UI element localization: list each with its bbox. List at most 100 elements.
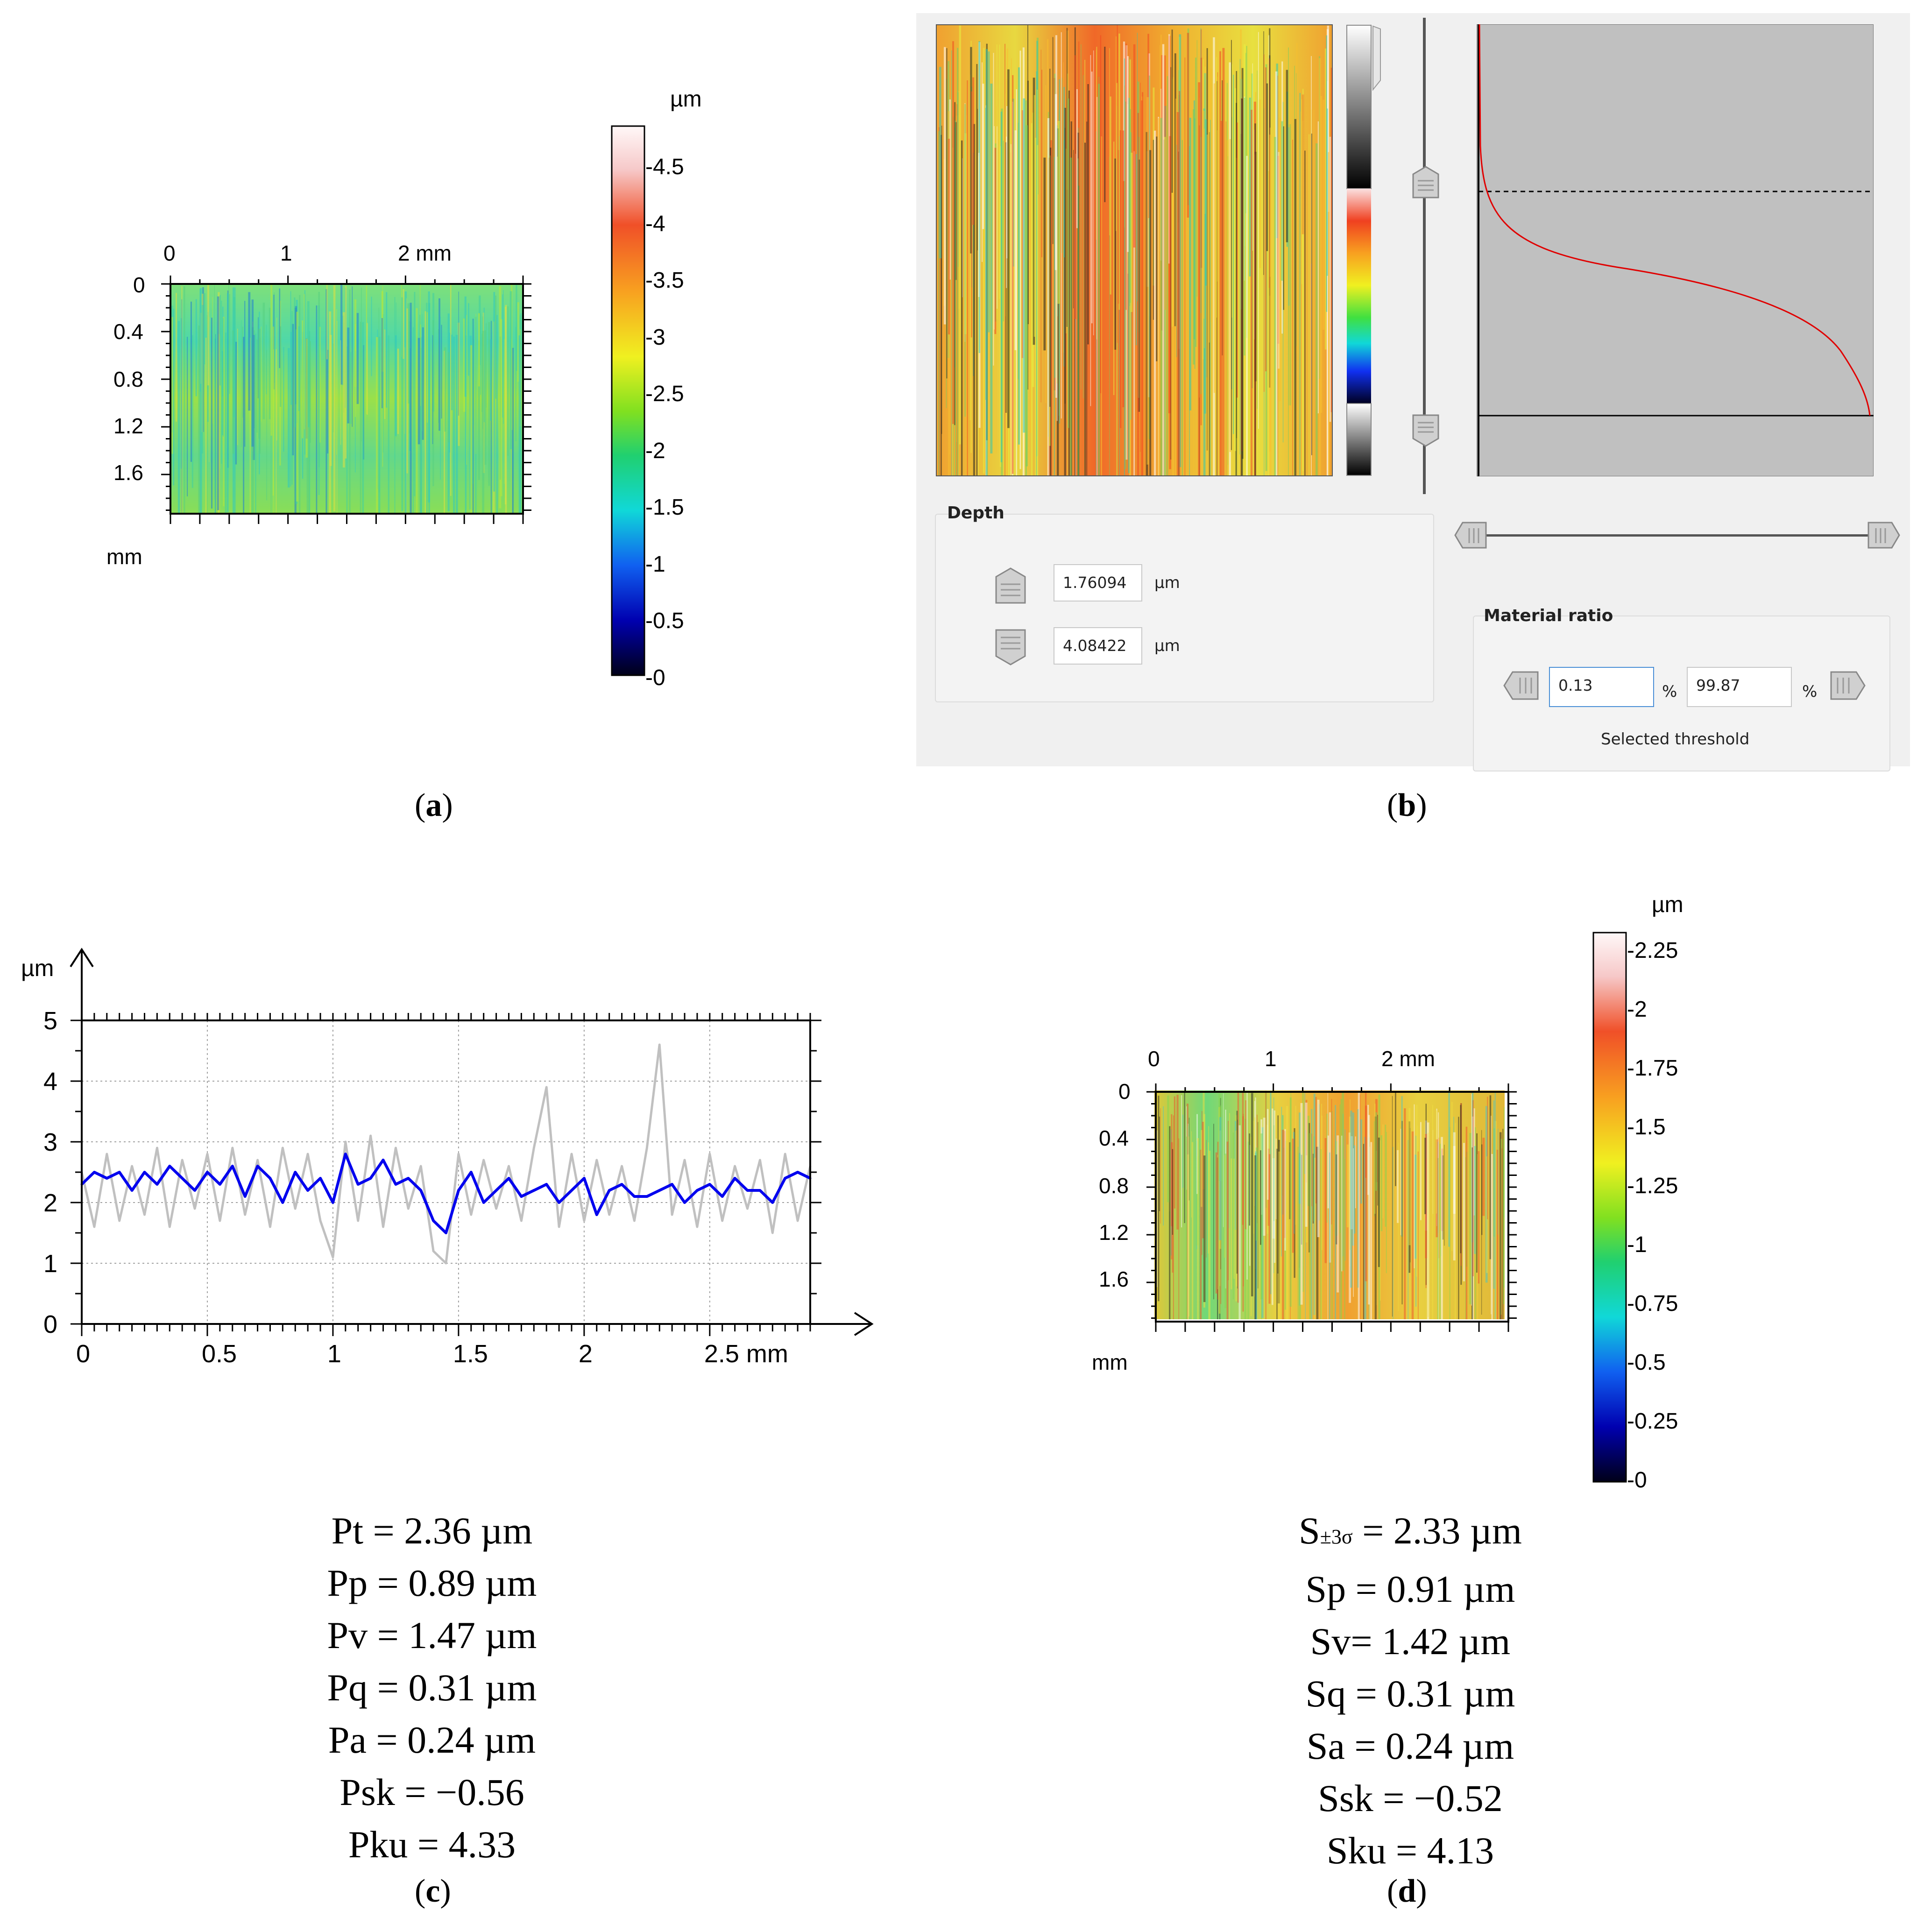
texture-streak bbox=[976, 64, 978, 476]
texture-streak bbox=[1314, 1157, 1316, 1319]
panel-c-stats: Pt = 2.36 µm Pp = 0.89 µm Pv = 1.47 µm Pq =… bbox=[198, 1505, 665, 1871]
texture-streak bbox=[1098, 84, 1100, 476]
panel-b-ratio-right-input[interactable]: 99.87 bbox=[1687, 667, 1792, 707]
texture-streak bbox=[1317, 1099, 1320, 1238]
texture-streak bbox=[1268, 35, 1269, 476]
texture-streak bbox=[362, 322, 364, 514]
texture-streak bbox=[1300, 112, 1301, 476]
texture-streak bbox=[468, 303, 469, 376]
panel-b-depth-upper-input[interactable]: 1.76094 bbox=[1054, 564, 1142, 602]
texture-streak bbox=[1249, 1133, 1251, 1226]
texture-streak bbox=[1417, 1151, 1419, 1319]
texture-streak bbox=[1374, 1121, 1375, 1217]
texture-streak bbox=[1054, 157, 1055, 476]
texture-streak bbox=[1167, 1095, 1169, 1203]
texture-streak bbox=[1205, 119, 1207, 286]
x-tick-label: 0 bbox=[76, 1340, 90, 1368]
texture-streak bbox=[1202, 1122, 1204, 1238]
data-point bbox=[369, 1177, 372, 1180]
texture-streak bbox=[1224, 1154, 1227, 1309]
panel-c-stat: Pp = 0.89 µm bbox=[327, 1562, 537, 1604]
panel-b-ratio-slider-track[interactable] bbox=[1470, 534, 1876, 537]
texture-streak bbox=[1030, 108, 1032, 433]
data-point bbox=[319, 1220, 321, 1222]
texture-streak bbox=[1047, 118, 1050, 476]
texture-streak bbox=[1237, 1091, 1239, 1303]
texture-streak bbox=[1379, 1140, 1381, 1301]
texture-streak bbox=[345, 286, 347, 459]
texture-streak bbox=[482, 331, 484, 514]
texture-streak bbox=[978, 156, 979, 476]
texture-streak bbox=[304, 290, 305, 455]
data-point bbox=[131, 1189, 134, 1192]
x-tick-label: 0.5 bbox=[202, 1340, 237, 1368]
panel-b-depth-lower-handle[interactable] bbox=[1410, 412, 1441, 449]
texture-streak bbox=[1153, 140, 1154, 320]
texture-streak bbox=[1068, 90, 1070, 476]
texture-streak bbox=[1012, 75, 1014, 474]
texture-streak bbox=[1208, 1142, 1209, 1253]
data-point bbox=[344, 1153, 347, 1155]
texture-streak bbox=[1279, 118, 1281, 402]
texture-streak bbox=[1084, 142, 1086, 476]
data-point bbox=[482, 1201, 485, 1204]
texture-streak bbox=[198, 326, 200, 514]
data-point bbox=[784, 1153, 786, 1155]
data-point bbox=[671, 1183, 673, 1186]
data-point bbox=[759, 1159, 761, 1161]
data-point bbox=[193, 1189, 196, 1192]
texture-streak bbox=[1216, 57, 1217, 318]
texture-streak bbox=[990, 84, 993, 453]
texture-streak bbox=[199, 288, 202, 514]
data-point bbox=[93, 1226, 95, 1228]
data-point bbox=[708, 1183, 711, 1186]
panel-b-ratio-right-handle[interactable] bbox=[1867, 520, 1901, 551]
texture-streak bbox=[1307, 1116, 1309, 1206]
texture-streak bbox=[1066, 28, 1068, 327]
texture-streak bbox=[1304, 1093, 1305, 1174]
data-point bbox=[658, 1044, 661, 1046]
texture-streak bbox=[983, 123, 986, 476]
data-point bbox=[445, 1262, 447, 1264]
panel-b-ratio-left-input[interactable]: 0.13 bbox=[1549, 667, 1654, 707]
data-point bbox=[118, 1171, 121, 1174]
texture-streak bbox=[1266, 83, 1268, 251]
texture-streak bbox=[1259, 99, 1261, 268]
texture-streak bbox=[187, 337, 188, 496]
data-point bbox=[508, 1165, 510, 1167]
texture-streak bbox=[212, 297, 213, 424]
texture-streak bbox=[1236, 122, 1238, 398]
panel-d-stat: Sku = 4.13 bbox=[1326, 1829, 1494, 1872]
texture-streak bbox=[1363, 1144, 1365, 1319]
panel-b-depth-lower-input[interactable]: 4.08422 bbox=[1054, 627, 1142, 665]
texture-streak bbox=[1277, 1115, 1279, 1274]
texture-streak bbox=[346, 346, 348, 514]
panel-b-ratio-left-handle[interactable] bbox=[1453, 520, 1488, 551]
panel-b-depth-upper-handle[interactable] bbox=[1410, 165, 1441, 201]
data-point bbox=[181, 1177, 184, 1180]
texture-streak bbox=[176, 293, 177, 422]
texture-streak bbox=[1503, 1149, 1505, 1288]
data-point bbox=[758, 1189, 761, 1192]
texture-streak bbox=[1263, 1118, 1266, 1236]
texture-streak bbox=[350, 352, 352, 424]
panel-d-colorbar-tick: -1 bbox=[1627, 1232, 1647, 1257]
texture-streak bbox=[1273, 1097, 1274, 1274]
texture-streak bbox=[1392, 1096, 1393, 1317]
texture-streak bbox=[1414, 1104, 1415, 1268]
panel-a-colorbar-tick: -1.5 bbox=[645, 495, 684, 520]
texture-streak bbox=[1131, 152, 1133, 312]
panel-a-colorbar-tick: -1 bbox=[645, 552, 665, 577]
panel-b-depth-slider-track[interactable] bbox=[1423, 18, 1426, 494]
texture-streak bbox=[1250, 110, 1253, 476]
texture-streak bbox=[1210, 69, 1212, 322]
texture-streak bbox=[381, 318, 383, 409]
texture-streak bbox=[371, 297, 372, 376]
texture-streak bbox=[255, 333, 256, 514]
texture-streak bbox=[304, 294, 305, 430]
texture-streak bbox=[1146, 97, 1149, 465]
data-point bbox=[156, 1183, 158, 1186]
data-point bbox=[244, 1195, 247, 1198]
texture-streak bbox=[1472, 1100, 1474, 1276]
data-point bbox=[633, 1195, 636, 1198]
